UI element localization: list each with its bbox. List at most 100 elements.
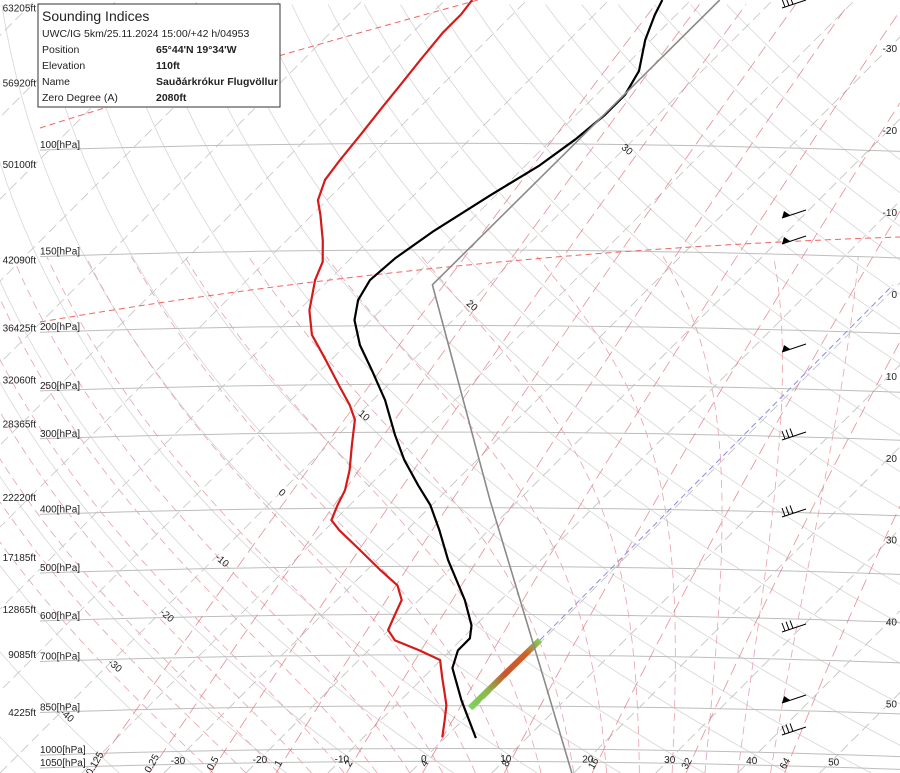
isotherm	[737, 610, 900, 773]
mixing-ratio-label: 16	[586, 756, 601, 772]
barb-staff	[781, 623, 807, 633]
mixing-ratio-label: 0.25	[143, 752, 162, 773]
info-label: Name	[42, 76, 70, 88]
isotherm	[655, 528, 900, 773]
barb-staff	[781, 0, 807, 9]
isobar	[39, 613, 900, 623]
isotherm	[0, 0, 774, 773]
info-label: Zero Degree (A)	[42, 92, 118, 104]
mixing-ratio-line	[422, 10, 900, 773]
dry-adiabat	[255, 4, 900, 624]
profile-line	[308, 0, 474, 738]
isotherm	[409, 282, 900, 773]
lcl-segment	[467, 637, 543, 711]
pressure-label: 500[hPa]	[40, 563, 80, 574]
right-tick-label: 10	[886, 372, 898, 383]
height-label: 56920ft	[3, 79, 37, 90]
info-box: Sounding Indices UWC/IG 5km/25.11.2024 1…	[37, 3, 281, 108]
dry-adiabat	[1, 4, 621, 773]
right-tick-label: -30	[883, 44, 898, 55]
adiabat-label: 10	[356, 408, 372, 424]
dry-adiabat	[726, 4, 900, 161]
isobar	[39, 748, 900, 758]
mixing-ratio-label: 1	[273, 758, 286, 769]
profiles	[308, 0, 721, 773]
height-label: 22220ft	[3, 493, 37, 504]
x-tick-label: 20	[582, 754, 594, 765]
barb-staff	[781, 726, 807, 736]
info-label: Elevation	[42, 60, 85, 72]
mixing-ratio-line	[503, 102, 900, 773]
mixing-ratio-label: 64	[778, 756, 793, 772]
dry-adiabat	[0, 475, 287, 773]
pressure-label: 1050[hPa]	[40, 758, 86, 769]
right-tick-label: -20	[883, 126, 898, 137]
barb-staff	[781, 694, 807, 704]
dry-adiabat	[291, 4, 900, 585]
dry-adiabat	[690, 4, 900, 194]
pressure-label: 700[hPa]	[40, 651, 80, 662]
moist-adiabat	[130, 256, 509, 773]
barb-tick	[785, 506, 790, 515]
dry-adiabat	[74, 4, 788, 773]
moist-adiabat	[0, 297, 378, 773]
dry-adiabat	[472, 4, 900, 400]
mixing-ratio-line	[346, 4, 849, 773]
height-label: 28365ft	[3, 420, 37, 431]
isobar	[39, 325, 900, 335]
dry-adiabat	[0, 381, 371, 773]
mixing-ratio-line	[91, 4, 656, 773]
moist-adiabat	[0, 541, 214, 773]
profile-line	[431, 0, 721, 773]
isotherm	[0, 0, 692, 692]
adiabat-label: 20	[464, 298, 480, 314]
barb-tick	[785, 724, 790, 733]
pressure-label: 100[hPa]	[40, 140, 80, 151]
isobar	[39, 249, 900, 259]
mixing-ratio-line	[148, 4, 700, 773]
right-tick-label: 20	[886, 454, 898, 465]
x-tick-label: 40	[746, 756, 758, 767]
wind-barbs	[781, 0, 807, 736]
dry-adiabat	[617, 4, 900, 261]
mixing-ratio-label: 2	[343, 758, 356, 769]
mixing-ratio-label: 4	[419, 758, 432, 769]
adiabat-label: 0	[276, 487, 288, 499]
moist-adiabat	[0, 411, 312, 773]
barb-staff	[781, 209, 807, 219]
height-label: 32060ft	[3, 376, 37, 387]
barb-tick	[789, 620, 794, 629]
barb-flag	[782, 696, 790, 703]
dry-adiabat	[218, 4, 900, 664]
barb-staff	[781, 431, 807, 441]
height-label: 63205ft	[3, 3, 37, 14]
moist-adiabat	[0, 358, 345, 773]
isotherm	[573, 446, 900, 773]
moist-adiabat	[0, 458, 279, 773]
barb-tick	[781, 725, 786, 735]
barb-tick	[786, 0, 790, 6]
info-subtitle: UWC/IG 5km/25.11.2024 15:00/+42 h/04953	[42, 28, 249, 40]
dry-adiabat	[0, 280, 454, 773]
moist-adiabat	[46, 256, 443, 773]
pressure-label: 300[hPa]	[40, 429, 80, 440]
isotherm	[81, 0, 856, 773]
isobar	[39, 383, 900, 393]
isobar	[39, 654, 900, 664]
dry-adiabat	[363, 4, 900, 510]
dry-adiabat	[436, 4, 900, 436]
moist-adiabat	[248, 256, 575, 773]
dry-adiabat	[508, 4, 900, 365]
dry-adiabat	[182, 4, 900, 705]
pressure-label: 1000[hPa]	[40, 745, 86, 756]
height-label: 4225ft	[8, 708, 36, 719]
barb-tick	[790, 0, 794, 5]
height-label: 17185ft	[3, 553, 37, 564]
pressure-label: 850[hPa]	[40, 703, 80, 714]
dry-adiabat	[653, 4, 900, 227]
info-label: Position	[42, 44, 80, 56]
moist-adiabat	[184, 256, 542, 773]
x-tick-label: -30	[171, 756, 186, 767]
